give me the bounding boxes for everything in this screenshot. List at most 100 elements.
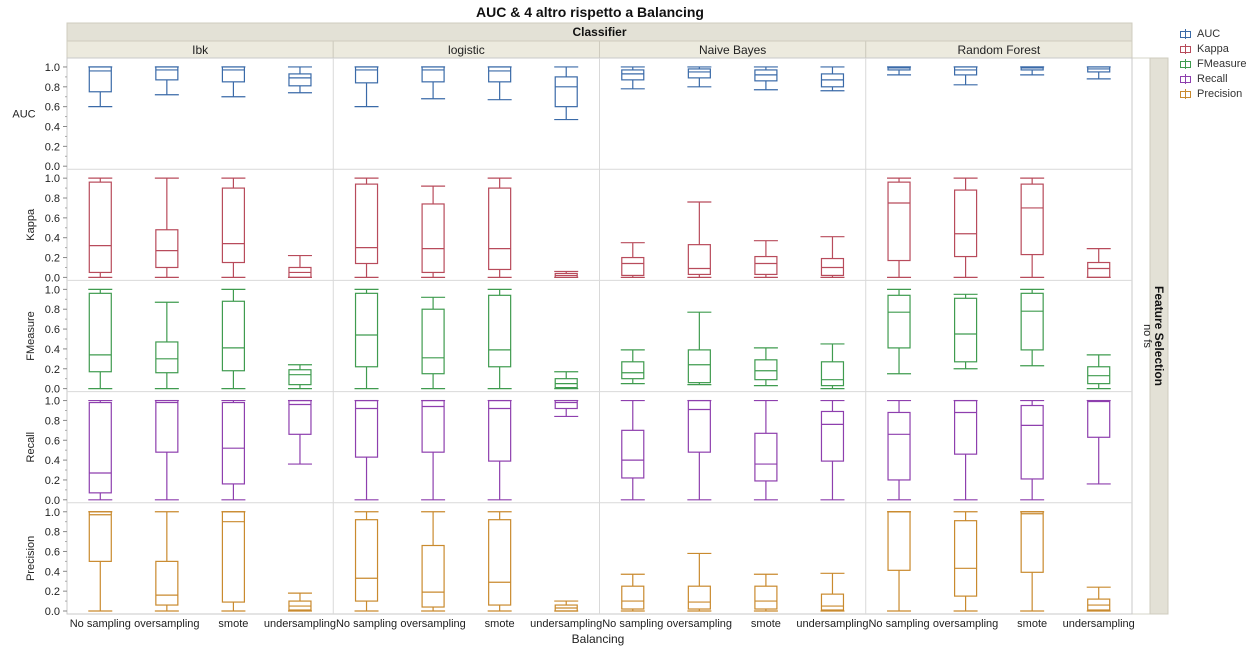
classifier-label: Ibk [192, 43, 209, 57]
legend-item: AUC [1180, 26, 1247, 41]
classifier-label: Naive Bayes [699, 43, 766, 57]
box-iqr [820, 361, 845, 387]
y-tick-label: 0.0 [45, 272, 60, 284]
y-tick-label: 0.2 [45, 475, 60, 487]
box-auc-2-2 [753, 66, 778, 91]
x-tick-label: No sampling [70, 618, 131, 630]
x-axis-title: Balancing [572, 632, 625, 646]
box-precision-0-0 [88, 511, 113, 612]
box-recall-3-3 [1086, 399, 1111, 485]
box-kappa-1-1 [421, 185, 446, 278]
x-tick-label: undersampling [264, 618, 336, 630]
box-recall-1-0 [354, 399, 379, 501]
box-iqr [155, 560, 179, 606]
box-fmeasure-0-0 [88, 288, 113, 390]
box-recall-1-2 [487, 399, 512, 501]
box-fmeasure-3-2 [1020, 288, 1045, 367]
y-tick-label: 0.6 [45, 435, 60, 447]
box-precision-2-2 [753, 573, 778, 612]
box-iqr [887, 181, 911, 262]
box-precision-3-0 [887, 511, 912, 612]
x-tick-label: oversampling [667, 618, 732, 630]
x-tick-label: undersampling [1063, 618, 1135, 630]
y-tick-label: 1.0 [45, 173, 60, 185]
box-iqr [621, 585, 645, 610]
box-iqr [488, 399, 512, 462]
legend-item: Kappa [1180, 41, 1247, 56]
box-iqr [488, 294, 512, 368]
box-iqr [687, 399, 711, 453]
y-tick-label: 0.0 [45, 161, 60, 173]
box-recall-1-3 [554, 399, 579, 418]
box-kappa-3-3 [1086, 248, 1111, 278]
y-tick-label: 0.0 [45, 606, 60, 618]
box-kappa-0-2 [221, 177, 246, 278]
box-kappa-3-1 [953, 177, 978, 278]
x-tick-label: No sampling [336, 618, 397, 630]
box-iqr [687, 68, 711, 79]
box-iqr [155, 66, 179, 81]
box-iqr [687, 349, 711, 384]
box-recall-2-2 [753, 399, 778, 501]
y-axis-label: AUC [12, 109, 35, 121]
y-tick-label: 0.8 [45, 527, 60, 539]
facet-row-value: no fs [1141, 324, 1153, 348]
box-recall-0-1 [154, 399, 179, 501]
y-tick-label: 0.0 [45, 495, 60, 507]
y-tick-label: 1.0 [45, 284, 60, 296]
legend-swatch-icon [1180, 43, 1191, 54]
box-recall-0-0 [88, 399, 113, 501]
box-iqr [88, 66, 112, 93]
y-tick-label: 0.0 [45, 384, 60, 396]
y-axis-label: Kappa [25, 208, 37, 241]
box-precision-0-1 [154, 511, 179, 612]
box-kappa-1-0 [354, 177, 379, 278]
box-iqr [221, 401, 246, 485]
box-iqr [421, 399, 445, 453]
box-auc-1-3 [554, 66, 579, 121]
box-iqr [221, 511, 246, 603]
box-iqr [354, 183, 379, 265]
box-fmeasure-2-3 [820, 343, 845, 390]
box-fmeasure-3-0 [887, 288, 912, 375]
chart-title: AUC & 4 altro rispetto a Balancing [476, 4, 704, 20]
x-tick-label: smote [1017, 618, 1047, 630]
y-tick-label: 0.2 [45, 141, 60, 153]
box-iqr [288, 399, 312, 435]
x-tick-label: smote [751, 618, 781, 630]
box-iqr [1087, 399, 1111, 438]
y-tick-label: 0.6 [45, 102, 60, 114]
box-iqr [754, 359, 778, 381]
box-auc-0-1 [154, 66, 179, 96]
legend: AUC Kappa FMeasure Recall Precision [1180, 26, 1247, 101]
box-precision-2-3 [820, 572, 845, 612]
box-iqr [1020, 511, 1044, 573]
box-iqr [155, 399, 179, 453]
box-kappa-0-3 [287, 254, 312, 279]
y-tick-label: 0.8 [45, 82, 60, 94]
classifier-label: Random Forest [958, 43, 1041, 57]
legend-item: Recall [1180, 71, 1247, 86]
box-auc-2-1 [687, 66, 712, 88]
box-iqr [354, 292, 379, 368]
box-iqr [488, 187, 512, 271]
y-tick-label: 0.6 [45, 324, 60, 336]
x-tick-label: oversampling [933, 618, 998, 630]
box-iqr [754, 255, 778, 276]
box-iqr [621, 69, 645, 81]
box-iqr [953, 66, 978, 76]
classifier-label: logistic [448, 43, 485, 57]
box-kappa-3-2 [1020, 177, 1045, 278]
box-precision-0-2 [221, 511, 246, 612]
box-auc-3-3 [1086, 66, 1111, 80]
box-fmeasure-3-3 [1086, 354, 1111, 390]
box-auc-1-1 [421, 66, 446, 100]
y-tick-label: 1.0 [45, 396, 60, 408]
box-iqr [687, 585, 711, 610]
box-recall-2-0 [620, 399, 645, 501]
box-iqr [288, 369, 312, 386]
y-tick-label: 1.0 [45, 62, 60, 74]
box-precision-1-3 [554, 600, 579, 612]
box-recall-0-3 [287, 399, 312, 465]
